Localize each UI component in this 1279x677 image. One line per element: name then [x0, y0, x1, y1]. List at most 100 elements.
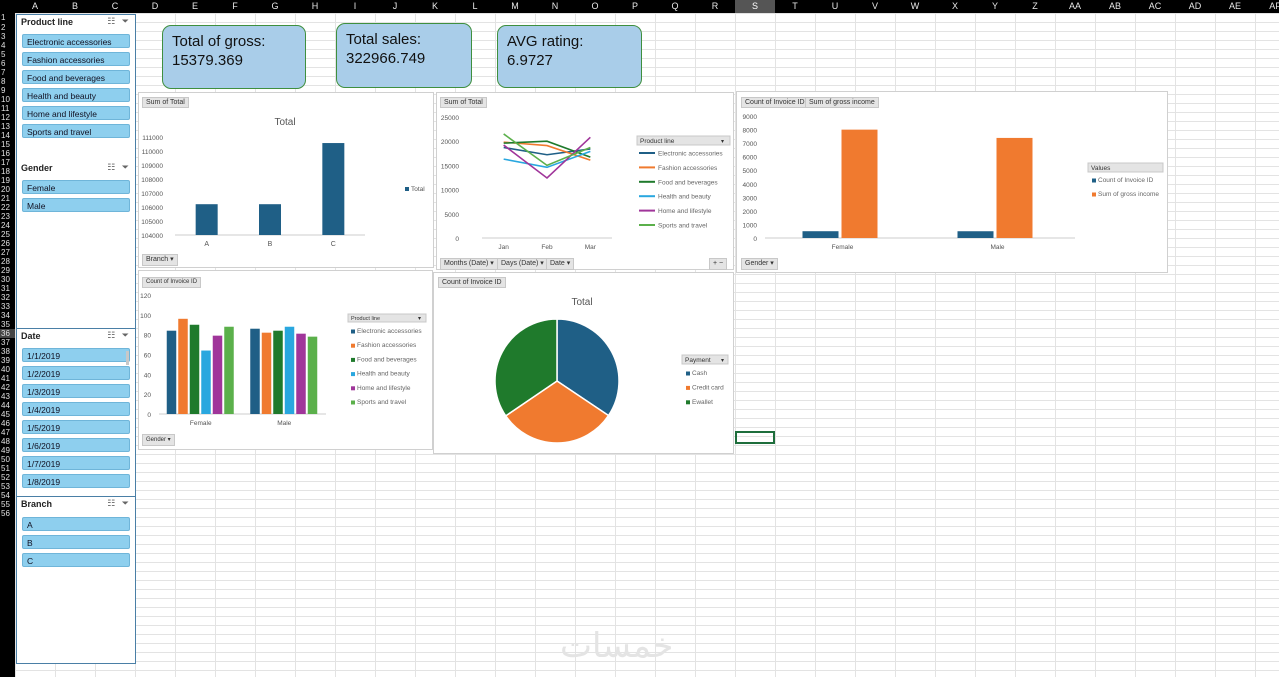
column-header-S[interactable]: S	[735, 0, 775, 13]
row-header-54[interactable]: 54	[1, 491, 10, 500]
row-header-39[interactable]: 39	[1, 356, 10, 365]
column-header-M[interactable]: M	[511, 1, 519, 11]
column-header-AF[interactable]: AF	[1269, 1, 1279, 11]
column-header-Y[interactable]: Y	[991, 1, 998, 11]
kpi-total-gross[interactable]: Total of gross: 15379.369	[162, 25, 306, 89]
row-header-32[interactable]: 32	[1, 293, 10, 302]
row-header-7[interactable]: 7	[1, 68, 6, 77]
active-cell[interactable]	[735, 431, 775, 444]
column-header-B[interactable]: B	[71, 1, 78, 11]
row-header-55[interactable]: 55	[1, 500, 10, 509]
column-header-I[interactable]: I	[353, 1, 357, 11]
slicer-item[interactable]: 1/4/2019	[22, 402, 130, 416]
row-header-27[interactable]: 27	[1, 248, 10, 257]
row-header-37[interactable]: 37	[1, 338, 10, 347]
row-header-19[interactable]: 19	[1, 176, 10, 185]
row-header-17[interactable]: 17	[1, 158, 10, 167]
slicer-item[interactable]: Electronic accessories	[22, 34, 130, 48]
slicer-item[interactable]: 1/8/2019	[22, 474, 130, 488]
column-header-AA[interactable]: AA	[1068, 1, 1081, 11]
scrollbar[interactable]	[126, 351, 129, 365]
row-header-51[interactable]: 51	[1, 464, 10, 473]
slicer-item[interactable]: 1/3/2019	[22, 384, 130, 398]
column-header-V[interactable]: V	[871, 1, 878, 11]
slicer-item[interactable]: 1/1/2019	[22, 348, 130, 362]
row-header-42[interactable]: 42	[1, 383, 10, 392]
column-header-W[interactable]: W	[910, 1, 920, 11]
row-header-10[interactable]: 10	[1, 95, 10, 104]
multi-select-filter-icon[interactable]: ☷ ⏷	[107, 330, 131, 340]
slicer-item[interactable]: 1/7/2019	[22, 456, 130, 470]
row-header-52[interactable]: 52	[1, 473, 10, 482]
column-header-O[interactable]: O	[591, 1, 599, 11]
slicer-item[interactable]: 1/6/2019	[22, 438, 130, 452]
slicer-item[interactable]: 1/5/2019	[22, 420, 130, 434]
row-header-46[interactable]: 46	[1, 419, 10, 428]
row-header-23[interactable]: 23	[1, 212, 10, 221]
column-header-L[interactable]: L	[472, 1, 478, 11]
slicer-item[interactable]: Sports and travel	[22, 124, 130, 138]
axis-field-months[interactable]: Months (Date) ▾	[440, 258, 498, 270]
column-header-C[interactable]: C	[111, 1, 119, 11]
column-header-Z[interactable]: Z	[1032, 1, 1038, 11]
row-header-12[interactable]: 12	[1, 113, 10, 122]
row-header-53[interactable]: 53	[1, 482, 10, 491]
kpi-avg-rating[interactable]: AVG rating: 6.9727	[497, 25, 642, 88]
slicer-item[interactable]: Health and beauty	[22, 88, 130, 102]
multi-select-filter-icon[interactable]: ☷ ⏷	[107, 498, 131, 508]
chart-gender-product[interactable]: Count of Invoice ID 0 20 40 60 80 100 120 Femal…	[138, 270, 433, 450]
value-field-button[interactable]: Count of Invoice ID	[142, 277, 202, 288]
value-field-button-count[interactable]: Count of Invoice ID	[741, 97, 809, 108]
row-header-47[interactable]: 47	[1, 428, 10, 437]
row-header-33[interactable]: 33	[1, 302, 10, 311]
row-header-44[interactable]: 44	[1, 401, 10, 410]
row-header-11[interactable]: 11	[1, 104, 10, 113]
row-header-18[interactable]: 18	[1, 167, 10, 176]
column-header-AD[interactable]: AD	[1188, 1, 1202, 11]
row-header-4[interactable]: 4	[1, 41, 6, 50]
axis-field-date[interactable]: Date ▾	[546, 258, 575, 270]
column-header-H[interactable]: H	[311, 1, 319, 11]
column-header-Q[interactable]: Q	[671, 1, 679, 11]
axis-field-button[interactable]: Gender ▾	[741, 258, 778, 270]
slicer-item[interactable]: Home and lifestyle	[22, 106, 130, 120]
row-header-8[interactable]: 8	[1, 77, 6, 86]
axis-field-days[interactable]: Days (Date) ▾	[497, 258, 548, 270]
row-header-14[interactable]: 14	[1, 131, 10, 140]
row-header-1[interactable]: 1	[1, 13, 6, 22]
row-header-40[interactable]: 40	[1, 365, 10, 374]
row-header-43[interactable]: 43	[1, 392, 10, 401]
column-header-N[interactable]: N	[551, 1, 559, 11]
multi-select-filter-icon[interactable]: ☷ ⏷	[107, 16, 131, 26]
row-header-35[interactable]: 35	[1, 320, 10, 329]
slicer-item[interactable]: A	[22, 517, 130, 531]
slicer-item[interactable]: B	[22, 535, 130, 549]
column-header-E[interactable]: E	[191, 1, 198, 11]
axis-field-button[interactable]: Branch ▾	[142, 254, 178, 266]
axis-field-button[interactable]: Gender ▾	[142, 434, 175, 446]
row-header-28[interactable]: 28	[1, 257, 10, 266]
column-header-U[interactable]: U	[831, 1, 839, 11]
row-header-25[interactable]: 25	[1, 230, 10, 239]
row-header-21[interactable]: 21	[1, 194, 10, 203]
row-header-9[interactable]: 9	[1, 86, 6, 95]
row-header-34[interactable]: 34	[1, 311, 10, 320]
slicer-item[interactable]: Food and beverages	[22, 70, 130, 84]
row-header-2[interactable]: 2	[1, 23, 6, 32]
row-header-41[interactable]: 41	[1, 374, 10, 383]
chart-payment-pie[interactable]: Count of Invoice ID Total Payment ▾ Cash Cre…	[433, 272, 734, 454]
column-header-P[interactable]: P	[631, 1, 638, 11]
column-header-AB[interactable]: AB	[1108, 1, 1121, 11]
row-header-3[interactable]: 3	[1, 32, 6, 41]
slicer-item[interactable]: Female	[22, 180, 130, 194]
row-header-49[interactable]: 49	[1, 446, 10, 455]
chart-gender-income[interactable]: Count of Invoice ID Sum of gross income …	[736, 91, 1168, 273]
kpi-total-sales[interactable]: Total sales: 322966.749	[336, 23, 472, 88]
column-header-G[interactable]: G	[271, 1, 279, 11]
row-header-24[interactable]: 24	[1, 221, 10, 230]
row-header-5[interactable]: 5	[1, 50, 6, 59]
row-header-48[interactable]: 48	[1, 437, 10, 446]
row-header-20[interactable]: 20	[1, 185, 10, 194]
slicer-item[interactable]: Male	[22, 198, 130, 212]
row-header-29[interactable]: 29	[1, 266, 10, 275]
